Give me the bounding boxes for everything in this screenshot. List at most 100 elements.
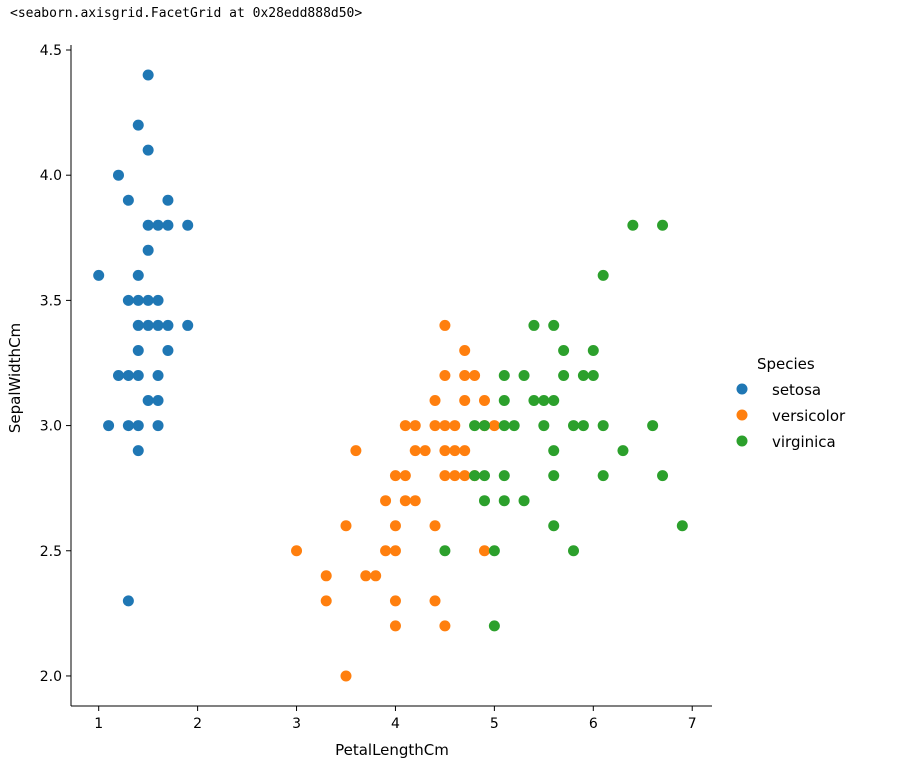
y-tick-label: 2.0 [40,669,62,685]
point-virginica [587,344,599,356]
point-versicolor [380,495,392,507]
point-virginica [498,470,510,482]
point-versicolor [389,520,401,532]
point-virginica [568,545,580,557]
point-setosa [132,420,144,432]
point-versicolor [380,545,392,557]
point-virginica [518,370,530,381]
point-versicolor [370,570,382,582]
point-virginica [627,219,639,231]
point-versicolor [449,420,461,432]
point-virginica [657,470,669,482]
point-setosa [112,370,124,381]
point-virginica [558,344,570,356]
point-virginica [488,620,500,632]
point-versicolor [488,420,500,432]
axes: 1 2 3 4 5 6 7 2.0 2.5 3.0 3.5 4.0 4.5 PetalLengthCm… [6,43,712,759]
point-virginica [498,420,510,432]
point-versicolor [459,370,471,381]
point-setosa [132,319,144,331]
point-virginica [488,545,500,557]
point-virginica [548,470,560,482]
y-tick-label: 4.0 [40,168,62,184]
point-virginica [469,470,481,482]
point-virginica [597,470,609,482]
x-tick-label: 6 [589,716,598,732]
point-setosa [152,294,164,306]
point-setosa [142,244,154,256]
point-virginica [558,370,570,381]
point-versicolor [409,445,421,457]
point-versicolor [439,420,451,432]
y-tick-label: 4.5 [40,43,62,59]
point-virginica [538,395,550,407]
point-setosa [132,445,144,457]
y-tick-label: 2.5 [40,544,62,560]
x-tick-label: 5 [490,716,499,732]
point-versicolor [429,520,441,532]
point-setosa [162,219,174,231]
point-setosa [122,370,134,381]
point-versicolor [389,545,401,557]
point-setosa [132,294,144,306]
point-setosa [142,319,154,331]
point-virginica [518,495,530,507]
point-virginica [498,370,510,381]
legend: Species setosa versicolor virginica [736,355,846,451]
point-versicolor [439,319,451,331]
point-versicolor [459,344,471,356]
point-virginica [498,395,510,407]
point-setosa [122,294,134,306]
point-virginica [498,495,510,507]
point-versicolor [439,445,451,457]
point-virginica [577,420,589,432]
x-tick-label: 4 [391,716,400,732]
point-versicolor [320,595,332,607]
legend-title: Species [757,355,815,373]
point-setosa [103,420,115,432]
point-virginica [597,420,609,432]
point-setosa [152,420,164,432]
point-versicolor [360,570,372,582]
point-setosa [122,420,134,432]
point-setosa [132,269,144,281]
point-setosa [132,344,144,356]
point-virginica [478,470,490,482]
point-setosa [182,219,194,231]
point-versicolor [478,545,490,557]
points-layer [93,69,688,682]
point-setosa [152,395,164,407]
point-setosa [182,319,194,331]
point-setosa [152,370,164,381]
point-virginica [647,420,659,432]
point-virginica [469,420,481,432]
point-versicolor [409,420,421,432]
point-versicolor [459,470,471,482]
point-virginica [528,395,540,407]
point-versicolor [340,520,352,532]
x-tick-label: 3 [292,716,301,732]
point-versicolor [459,445,471,457]
point-virginica [617,445,629,457]
point-versicolor [429,420,441,432]
point-versicolor [449,445,461,457]
legend-label-virginica: virginica [772,433,836,451]
point-setosa [162,319,174,331]
point-virginica [508,420,520,432]
point-setosa [93,269,105,281]
point-versicolor [340,670,352,682]
point-virginica [676,520,688,532]
point-virginica [538,420,550,432]
point-setosa [152,219,164,231]
point-virginica [528,319,540,331]
point-setosa [142,69,154,81]
cell-output-text: <seaborn.axisgrid.FacetGrid at 0x28edd88… [10,6,363,21]
point-versicolor [399,420,411,432]
x-tick-label: 2 [193,716,202,732]
legend-marker-setosa [736,383,748,395]
point-setosa [122,595,134,607]
point-virginica [548,445,560,457]
point-virginica [439,545,451,557]
point-versicolor [439,370,451,381]
point-versicolor [399,495,411,507]
